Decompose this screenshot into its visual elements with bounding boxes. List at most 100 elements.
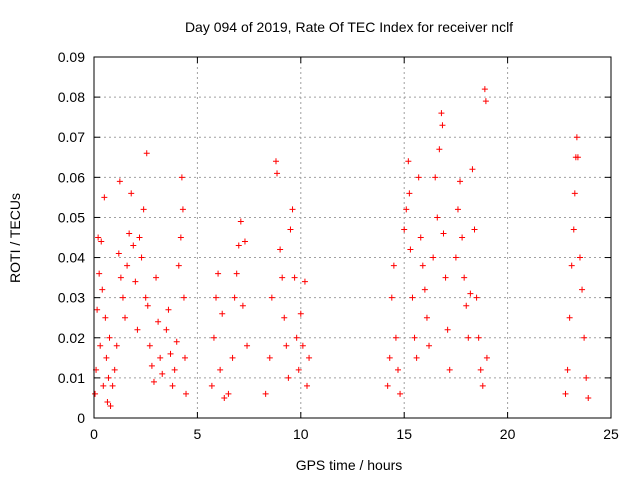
data-point: [268, 294, 275, 301]
data-point: [153, 274, 160, 281]
data-point: [210, 334, 217, 341]
data-point: [169, 382, 176, 389]
data-point: [452, 254, 459, 261]
data-point: [409, 294, 416, 301]
data-point: [287, 226, 294, 233]
data-point: [157, 354, 164, 361]
data-point: [229, 354, 236, 361]
data-point: [215, 270, 222, 277]
data-point: [386, 354, 393, 361]
data-point: [235, 242, 242, 249]
data-point: [122, 314, 129, 321]
data-point: [183, 390, 190, 397]
data-point: [467, 290, 474, 297]
data-point: [413, 354, 420, 361]
data-point: [124, 262, 131, 269]
data-point: [306, 354, 313, 361]
data-point: [419, 262, 426, 269]
data-point: [564, 366, 571, 373]
data-point: [407, 246, 414, 253]
data-point: [100, 382, 107, 389]
data-point: [119, 294, 126, 301]
data-point: [473, 294, 480, 301]
data-point: [434, 214, 441, 221]
data-point: [177, 234, 184, 241]
data-point: [94, 306, 101, 313]
data-point: [143, 150, 150, 157]
data-point: [146, 342, 153, 349]
data-point: [213, 294, 220, 301]
data-point: [109, 382, 116, 389]
data-point: [444, 326, 451, 333]
y-tick-label: 0.02: [58, 330, 85, 346]
data-point: [225, 390, 232, 397]
data-point: [180, 294, 187, 301]
data-point: [388, 294, 395, 301]
data-point: [436, 146, 443, 153]
data-point: [105, 374, 112, 381]
x-tick-label: 10: [293, 426, 309, 442]
data-point: [579, 286, 586, 293]
data-point: [481, 86, 488, 93]
data-point: [144, 302, 151, 309]
data-point: [262, 390, 269, 397]
data-point: [96, 270, 103, 277]
data-point: [415, 174, 422, 181]
data-point: [126, 230, 133, 237]
data-point: [107, 402, 114, 409]
data-point: [128, 190, 135, 197]
data-point: [583, 374, 590, 381]
data-point: [219, 310, 226, 317]
data-point: [175, 262, 182, 269]
data-point: [471, 226, 478, 233]
data-point: [95, 234, 102, 241]
y-tick-label: 0.04: [58, 250, 85, 266]
data-point: [92, 390, 99, 397]
data-point: [237, 218, 244, 225]
data-point: [136, 234, 143, 241]
data-point: [461, 274, 468, 281]
data-point: [217, 366, 224, 373]
data-point: [440, 230, 447, 237]
data-point: [411, 334, 418, 341]
data-point: [482, 98, 489, 105]
data-point: [103, 354, 110, 361]
data-point: [138, 254, 145, 261]
data-point: [272, 158, 279, 165]
data-point: [301, 278, 308, 285]
data-point: [459, 234, 466, 241]
y-tick-label: 0.09: [58, 49, 85, 65]
data-point: [104, 398, 111, 405]
data-point: [239, 302, 246, 309]
y-tick-label: 0.08: [58, 89, 85, 105]
data-point: [115, 250, 122, 257]
data-point: [465, 334, 472, 341]
data-point: [304, 382, 311, 389]
y-tick-label: 0: [77, 410, 85, 426]
data-point: [142, 294, 149, 301]
data-point: [397, 390, 404, 397]
y-tick-label: 0.05: [58, 209, 85, 225]
data-point: [574, 154, 581, 161]
data-point: [417, 234, 424, 241]
data-point: [155, 318, 162, 325]
data-point: [562, 390, 569, 397]
data-point: [477, 366, 484, 373]
data-point: [439, 122, 446, 129]
chart-title: Day 094 of 2019, Rate Of TEC Index for r…: [185, 19, 513, 35]
data-point: [454, 206, 461, 213]
data-point: [283, 342, 290, 349]
data-point: [384, 382, 391, 389]
data-point: [297, 310, 304, 317]
data-point: [426, 342, 433, 349]
data-point: [405, 158, 412, 165]
data-point: [285, 374, 292, 381]
data-point: [566, 314, 573, 321]
data-point: [299, 342, 306, 349]
data-point: [165, 306, 172, 313]
data-point: [167, 350, 174, 357]
data-point: [130, 242, 137, 249]
y-tick-label: 0.01: [58, 370, 85, 386]
data-point: [113, 342, 120, 349]
data-point: [117, 274, 124, 281]
